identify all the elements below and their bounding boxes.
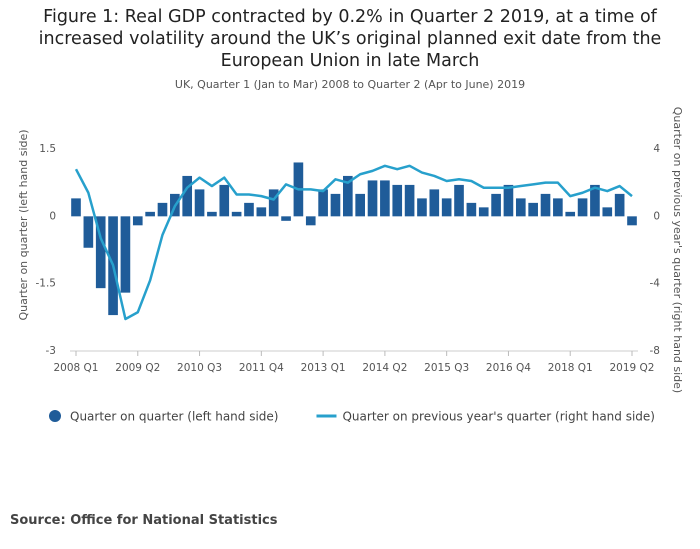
bar: [553, 198, 563, 217]
bar: [404, 184, 415, 217]
chart-subtitle: UK, Quarter 1 (Jan to Mar) 2008 to Quart…: [174, 78, 526, 91]
x-tick-label: 2008 Q1: [53, 362, 98, 374]
bar: [219, 184, 230, 217]
y-axis-title: Quarter on quarter (left hand side): [17, 129, 30, 320]
legend-label: Quarter on previous year's quarter (righ…: [342, 410, 655, 424]
bar: [145, 211, 155, 217]
bar: [528, 202, 538, 217]
bar: [478, 207, 489, 217]
x-tick-label: 2014 Q2: [362, 362, 407, 374]
bar: [577, 198, 588, 217]
line: [74, 164, 633, 321]
bar: [256, 207, 267, 217]
bar: [466, 202, 477, 217]
bar: [491, 193, 501, 217]
x-tick-label: 2018 Q1: [548, 362, 593, 374]
y-tick-label: -3: [46, 345, 56, 357]
bar: [441, 198, 452, 217]
bar: [305, 216, 316, 226]
bar: [627, 216, 637, 226]
y-tick-label: -1.5: [36, 278, 57, 290]
bar: [590, 184, 600, 217]
bar: [355, 193, 365, 217]
bar: [392, 184, 403, 217]
x-tick-label: 2010 Q3: [177, 362, 222, 374]
bar: [367, 180, 378, 217]
bar: [83, 216, 94, 248]
x-tick-label: 2011 Q4: [239, 362, 284, 374]
bar: [343, 175, 353, 217]
bar: [268, 189, 279, 217]
bar: [417, 198, 427, 217]
bar: [565, 211, 576, 217]
bar: [157, 202, 168, 217]
y2-axis-title: Quarter on previous year's quarter (righ…: [671, 107, 684, 393]
bar: [454, 184, 464, 217]
bar: [182, 175, 193, 217]
bar: [207, 211, 217, 217]
legend-marker: [49, 410, 61, 422]
bar: [120, 216, 131, 293]
legend-label: Quarter on quarter (left hand side): [70, 410, 278, 424]
chart-title: Figure 1: Real GDP contracted by 0.2% in…: [38, 7, 662, 71]
y-tick-label: 0: [49, 210, 56, 222]
source-note: Source: Office for National Statistics: [10, 513, 278, 528]
chart: -3 -1.5 0 1.5 -8 -4 0 4 Quarter on quarter (left…: [17, 107, 684, 424]
y2-tick-label: 0: [653, 210, 660, 222]
bar: [281, 216, 291, 221]
bar: [330, 193, 341, 217]
bar: [515, 198, 526, 217]
bar: [540, 193, 551, 217]
bar: [602, 207, 613, 217]
x-tick-label: 2015 Q3: [424, 362, 469, 374]
x-tick-label: 2016 Q4: [486, 362, 531, 374]
y-tick-label: 1.5: [39, 143, 56, 155]
bar: [194, 189, 205, 217]
x-tick-label: 2019 Q2: [609, 362, 654, 374]
y2-tick-label: -8: [650, 345, 660, 357]
bar: [244, 202, 254, 217]
bar: [380, 180, 390, 217]
bar: [614, 193, 625, 217]
x-tick-label: 2013 Q1: [301, 362, 346, 374]
bar: [429, 189, 440, 217]
bar: [95, 216, 106, 289]
bar: [71, 198, 81, 217]
bar: [318, 189, 328, 217]
y2-tick-label: 4: [653, 143, 660, 155]
bar: [231, 211, 242, 217]
y2-tick-label: -4: [650, 278, 661, 290]
bar: [132, 216, 143, 226]
x-tick-label: 2009 Q2: [115, 362, 160, 374]
bar: [503, 184, 514, 217]
